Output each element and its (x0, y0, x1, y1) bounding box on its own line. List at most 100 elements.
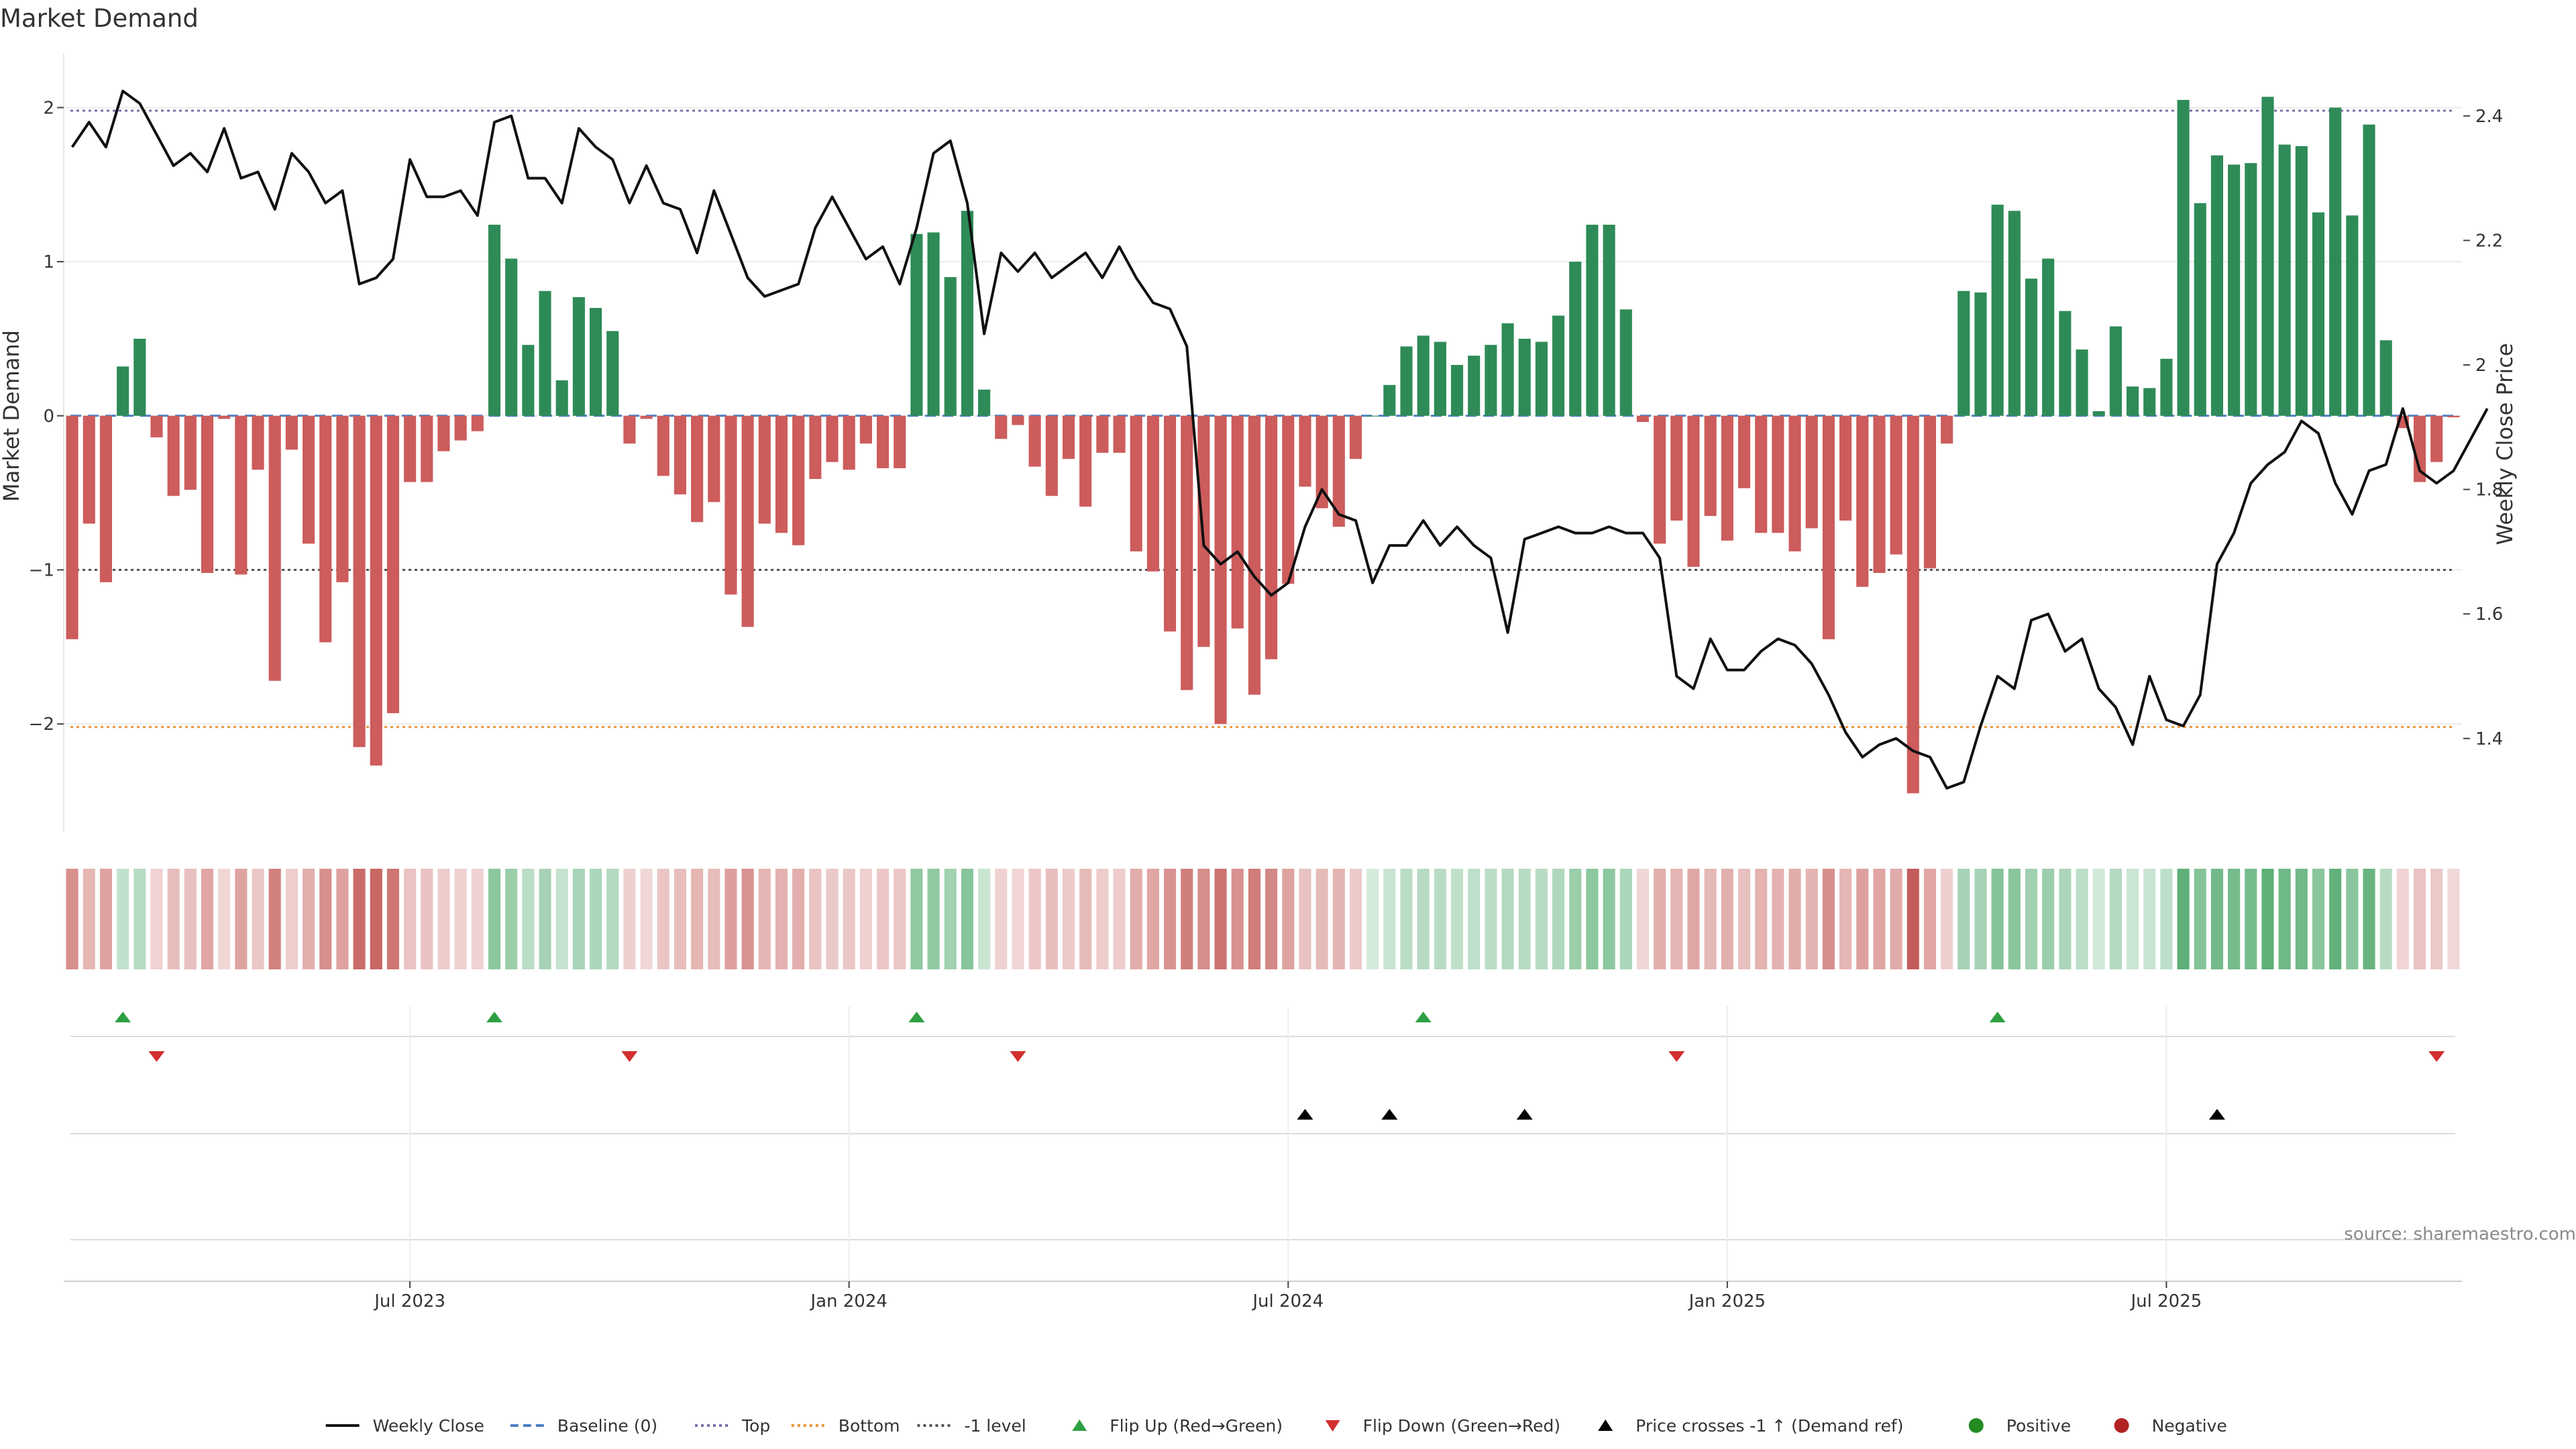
heat-cell (792, 869, 805, 969)
demand-bar (1687, 415, 1700, 567)
demand-bar (1772, 415, 1784, 533)
demand-bar (1214, 415, 1227, 724)
left-tick-label: −2 (29, 714, 54, 735)
demand-bar (167, 415, 180, 496)
heat-cell (1941, 869, 1953, 969)
heat-cell (1755, 869, 1768, 969)
demand-bar (1890, 415, 1902, 555)
demand-bar (336, 415, 349, 582)
heat-cell (2160, 869, 2173, 969)
demand-bar (741, 415, 754, 627)
right-tick-label: 1.4 (2475, 729, 2503, 749)
demand-bar (809, 415, 822, 479)
heat-cell (724, 869, 737, 969)
source-note: source: sharemaestro.com (2344, 1224, 2576, 1244)
demand-bar (522, 345, 535, 416)
heat-cell (995, 869, 1008, 969)
legend-item: Flip Up (Red→Green) (1072, 1416, 1283, 1436)
heat-cell (201, 869, 214, 969)
demand-bar (1670, 415, 1683, 521)
heat-cell (1805, 869, 1818, 969)
heat-cell (1501, 869, 1514, 969)
heat-cell (894, 869, 906, 969)
demand-bar (708, 415, 720, 502)
heat-cell (1130, 869, 1142, 969)
legend-item: Weekly Close (325, 1416, 484, 1436)
heat-cell (386, 869, 399, 969)
heat-cell (268, 869, 281, 969)
demand-bar (961, 211, 973, 416)
legend-swatch-dot (2114, 1418, 2129, 1433)
demand-bar (404, 415, 417, 482)
demand-bar (2261, 97, 2274, 416)
demand-bar (2430, 415, 2443, 462)
heat-cell (1923, 869, 1937, 969)
demand-bar (1130, 415, 1142, 551)
demand-bar (1332, 415, 1345, 527)
demand-bar (1704, 415, 1717, 517)
heat-cell (1417, 869, 1430, 969)
heat-cell (623, 869, 636, 969)
demand-bar (235, 415, 248, 575)
demand-bar (978, 389, 991, 416)
demand-bar (2346, 215, 2359, 416)
heat-cell (555, 869, 568, 969)
demand-bar (252, 415, 264, 470)
demand-bar (319, 415, 332, 643)
heat-cell (2295, 869, 2308, 969)
flip-down-marker (1668, 1051, 1685, 1062)
demand-bar (1923, 415, 1937, 569)
legend-label: Weekly Close (373, 1416, 484, 1436)
heat-cell (691, 869, 704, 969)
heat-cell (2059, 869, 2072, 969)
right-tick-label: 2 (2475, 356, 2487, 376)
heat-cell (572, 869, 585, 969)
demand-bar (657, 415, 669, 476)
heat-cell (1248, 869, 1260, 969)
legend-item: Flip Down (Green→Red) (1325, 1416, 1560, 1436)
demand-bar (2127, 386, 2139, 416)
heat-cell (589, 869, 602, 969)
heat-cell (2076, 869, 2088, 969)
demand-bar (488, 224, 501, 416)
heat-cell (353, 869, 366, 969)
heat-cell (2430, 869, 2443, 969)
flip-up-marker (115, 1012, 131, 1022)
legend-swatch-triangle-up (1072, 1419, 1087, 1431)
demand-bar (1991, 205, 2004, 416)
demand-bar (2076, 350, 2088, 416)
heat-cell (437, 869, 450, 969)
demand-bar (1518, 338, 1531, 416)
heat-cell (150, 869, 163, 969)
demand-bar (150, 415, 163, 437)
demand-bar (1400, 346, 1413, 416)
heat-cell (2447, 869, 2460, 969)
demand-bar (117, 366, 129, 416)
heat-cell (758, 869, 771, 969)
legend-swatch-triangle-down (1325, 1420, 1340, 1432)
heat-cell (2127, 869, 2139, 969)
chart-title: Market Demand (0, 4, 199, 33)
left-tick-label: 1 (43, 252, 54, 272)
heat-cell (1704, 869, 1717, 969)
demand-bar (2177, 99, 2190, 416)
demand-bar (454, 415, 467, 441)
legend-label: Negative (2152, 1416, 2227, 1436)
demand-bar (1654, 415, 1666, 544)
demand-bar (1822, 415, 1835, 639)
legend-item: Baseline (0) (510, 1416, 657, 1436)
weekly-close-line (70, 89, 2489, 790)
demand-bar (421, 415, 433, 482)
legend-swatch-dot (1968, 1418, 1984, 1433)
heat-cell (1265, 869, 1278, 969)
demand-bar (1907, 415, 1919, 794)
demand-bar (1839, 415, 1852, 521)
demand-bar (1181, 415, 1193, 690)
demand-bar (505, 258, 518, 416)
heat-cell (741, 869, 754, 969)
heat-cell (2092, 869, 2105, 969)
heat-cell (1062, 869, 1075, 969)
heat-cell (1873, 869, 1886, 969)
demand-bar (201, 415, 214, 574)
demand-bar (910, 233, 923, 416)
